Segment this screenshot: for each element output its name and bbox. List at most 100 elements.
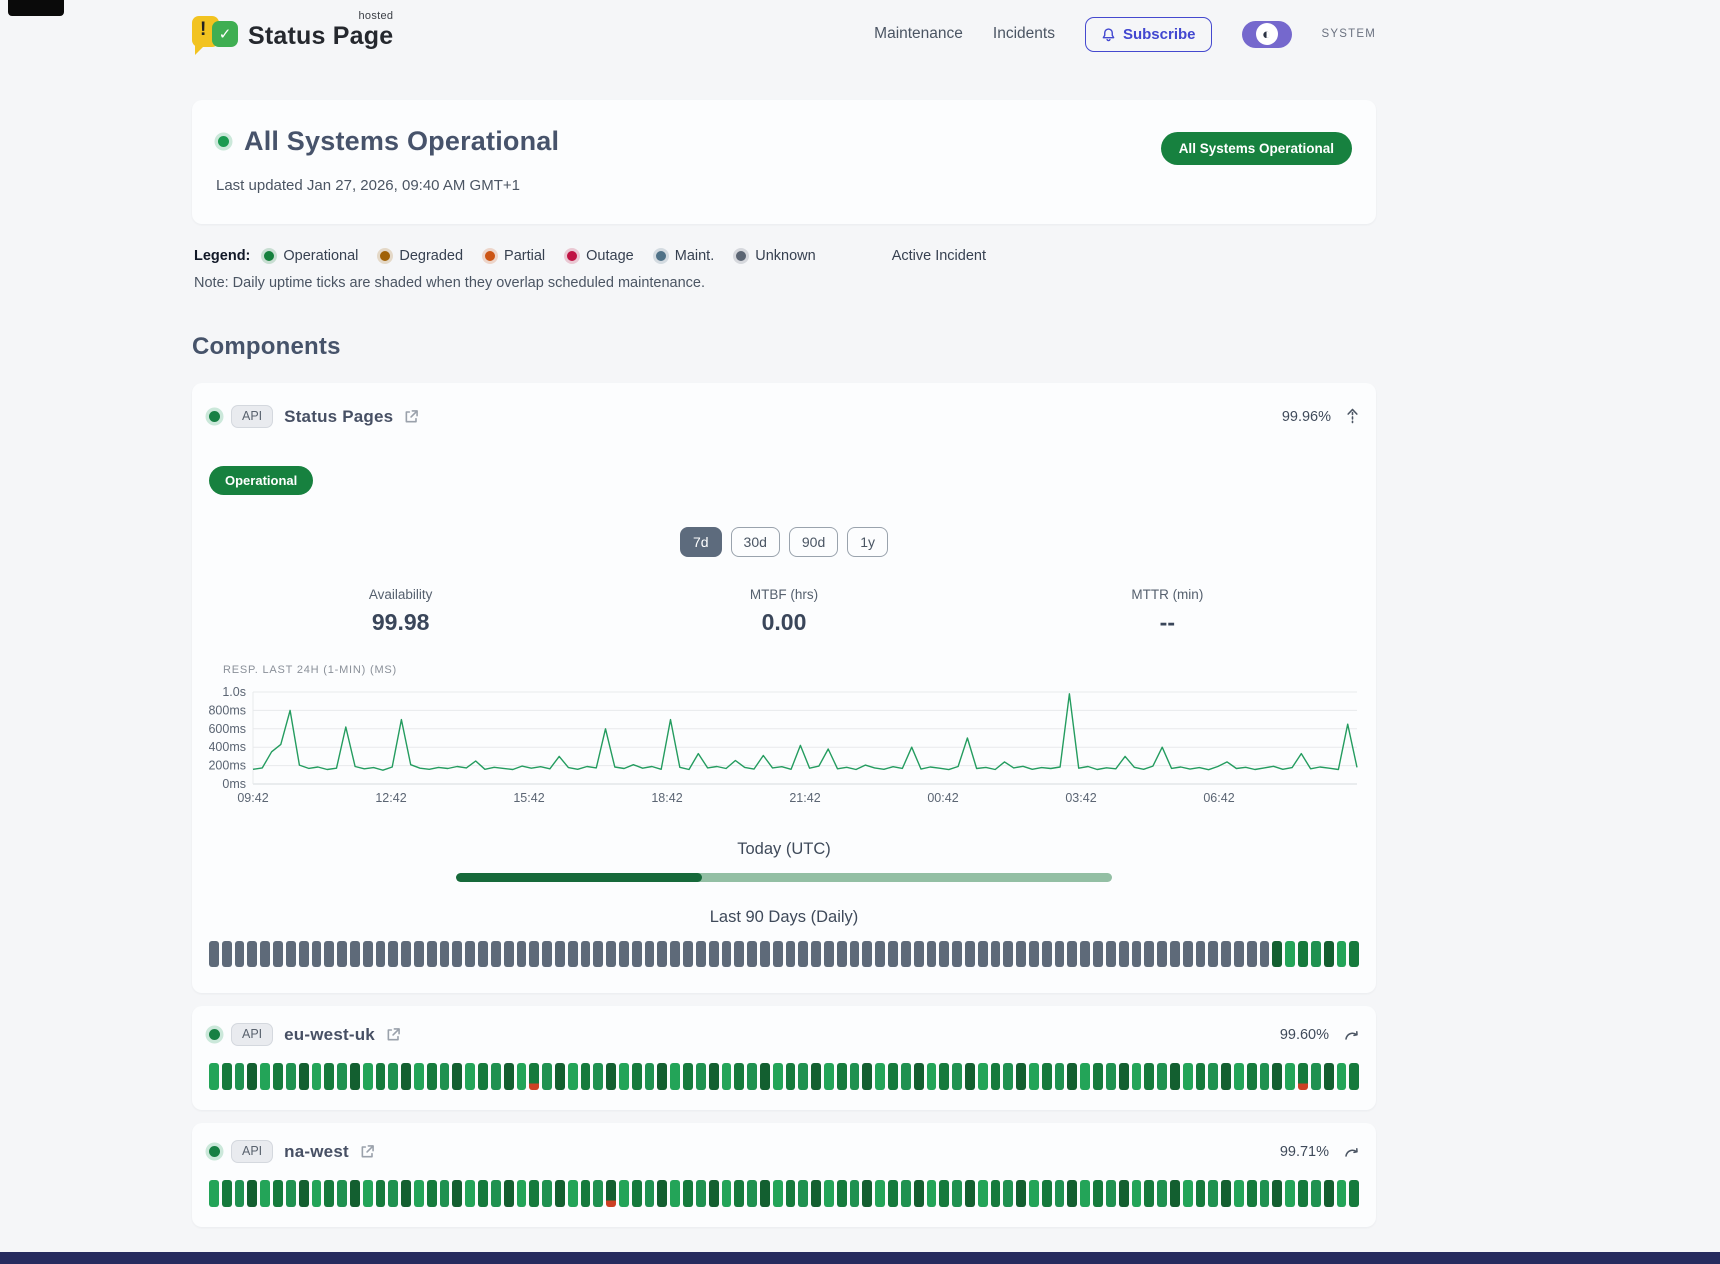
uptime-day-tick[interactable] <box>1323 1063 1334 1090</box>
uptime-day-tick[interactable] <box>1336 1180 1347 1207</box>
uptime-day-tick[interactable] <box>785 1180 796 1207</box>
theme-toggle[interactable]: ◐ <box>1241 20 1292 48</box>
uptime-day-tick[interactable] <box>490 1063 501 1090</box>
uptime-day-tick[interactable] <box>977 1180 988 1207</box>
uptime-day-tick[interactable] <box>1157 1063 1167 1090</box>
uptime-day-tick[interactable] <box>798 1180 809 1207</box>
uptime-day-tick[interactable] <box>670 941 681 967</box>
uptime-day-tick[interactable] <box>529 1063 540 1090</box>
uptime-day-tick[interactable] <box>298 1063 309 1090</box>
uptime-day-tick[interactable] <box>337 1063 347 1090</box>
uptime-day-tick[interactable] <box>836 941 847 967</box>
uptime-day-tick[interactable] <box>298 941 309 967</box>
uptime-day-tick[interactable] <box>1182 941 1193 967</box>
uptime-day-tick[interactable] <box>644 1180 655 1207</box>
uptime-day-tick[interactable] <box>657 1063 668 1090</box>
uptime-day-tick[interactable] <box>631 941 642 967</box>
uptime-day-tick[interactable] <box>734 941 745 967</box>
uptime-day-tick[interactable] <box>1169 1180 1180 1207</box>
uptime-day-tick[interactable] <box>798 1063 809 1090</box>
uptime-day-tick[interactable] <box>747 941 757 967</box>
uptime-day-tick[interactable] <box>1131 941 1142 967</box>
uptime-day-tick[interactable] <box>1118 941 1129 967</box>
uptime-day-tick[interactable] <box>1310 1180 1321 1207</box>
uptime-day-tick[interactable] <box>1182 1180 1193 1207</box>
uptime-day-tick[interactable] <box>913 1063 924 1090</box>
uptime-day-tick[interactable] <box>1041 1180 1052 1207</box>
uptime-day-tick[interactable] <box>298 1180 309 1207</box>
uptime-day-tick[interactable] <box>708 1180 719 1207</box>
uptime-day-tick[interactable] <box>1336 1063 1347 1090</box>
uptime-day-tick[interactable] <box>798 941 809 967</box>
uptime-day-tick[interactable] <box>1144 1063 1155 1090</box>
uptime-day-tick[interactable] <box>349 1180 360 1207</box>
uptime-day-tick[interactable] <box>849 941 860 967</box>
uptime-day-tick[interactable] <box>759 1063 770 1090</box>
uptime-day-tick[interactable] <box>952 1180 962 1207</box>
uptime-day-tick[interactable] <box>772 1063 783 1090</box>
uptime-day-tick[interactable] <box>977 1063 988 1090</box>
uptime-day-tick[interactable] <box>1272 1063 1283 1090</box>
uptime-day-tick[interactable] <box>939 1063 950 1090</box>
uptime-day-tick[interactable] <box>1157 1180 1167 1207</box>
uptime-day-tick[interactable] <box>849 1063 860 1090</box>
uptime-day-tick[interactable] <box>1259 941 1270 967</box>
uptime-day-tick[interactable] <box>362 1063 373 1090</box>
uptime-day-tick[interactable] <box>465 1180 476 1207</box>
uptime-day-tick[interactable] <box>1298 941 1308 967</box>
nav-incidents[interactable]: Incidents <box>992 25 1055 42</box>
uptime-day-tick[interactable] <box>683 1180 693 1207</box>
uptime-day-tick[interactable] <box>759 941 770 967</box>
uptime-day-tick[interactable] <box>388 1063 399 1090</box>
uptime-day-tick[interactable] <box>1054 941 1065 967</box>
uptime-day-tick[interactable] <box>1093 1063 1103 1090</box>
uptime-day-tick[interactable] <box>362 941 373 967</box>
uptime-day-tick[interactable] <box>1041 941 1052 967</box>
uptime-day-tick[interactable] <box>1259 1180 1270 1207</box>
uptime-day-tick[interactable] <box>1182 1063 1193 1090</box>
uptime-day-tick[interactable] <box>1221 941 1231 967</box>
uptime-day-tick[interactable] <box>221 1180 232 1207</box>
external-link-icon[interactable] <box>404 409 419 424</box>
uptime-day-tick[interactable] <box>593 1180 604 1207</box>
uptime-day-tick[interactable] <box>670 1063 681 1090</box>
uptime-day-tick[interactable] <box>747 1063 757 1090</box>
uptime-day-tick[interactable] <box>708 941 719 967</box>
uptime-day-tick[interactable] <box>1016 941 1026 967</box>
uptime-day-tick[interactable] <box>1349 1180 1360 1207</box>
uptime-day-tick[interactable] <box>311 1063 322 1090</box>
uptime-day-tick[interactable] <box>234 1063 245 1090</box>
uptime-day-tick[interactable] <box>439 941 450 967</box>
uptime-day-tick[interactable] <box>1003 1180 1014 1207</box>
uptime-day-tick[interactable] <box>478 941 488 967</box>
uptime-day-tick[interactable] <box>964 1063 975 1090</box>
uptime-day-tick[interactable] <box>349 1063 360 1090</box>
uptime-day-tick[interactable] <box>619 941 629 967</box>
uptime-day-tick[interactable] <box>888 1063 898 1090</box>
uptime-day-tick[interactable] <box>1080 1180 1091 1207</box>
uptime-day-tick[interactable] <box>1029 1180 1039 1207</box>
uptime-day-tick[interactable] <box>734 1180 745 1207</box>
uptime-day-tick[interactable] <box>1349 1063 1360 1090</box>
uptime-day-tick[interactable] <box>1234 1180 1244 1207</box>
range-button-30d[interactable]: 30d <box>730 527 780 557</box>
uptime-day-tick[interactable] <box>888 1180 898 1207</box>
uptime-day-tick[interactable] <box>606 941 616 967</box>
uptime-day-tick[interactable] <box>1221 1180 1231 1207</box>
uptime-day-tick[interactable] <box>721 941 732 967</box>
uptime-day-tick[interactable] <box>554 1180 565 1207</box>
uptime-day-tick[interactable] <box>1208 1180 1219 1207</box>
range-button-90d[interactable]: 90d <box>788 527 839 557</box>
uptime-day-tick[interactable] <box>644 1063 655 1090</box>
uptime-day-tick[interactable] <box>209 1063 219 1090</box>
uptime-day-tick[interactable] <box>1080 1063 1091 1090</box>
uptime-day-tick[interactable] <box>952 1063 962 1090</box>
uptime-day-tick[interactable] <box>580 941 591 967</box>
uptime-day-tick[interactable] <box>234 941 245 967</box>
uptime-day-tick[interactable] <box>926 1063 937 1090</box>
uptime-day-tick[interactable] <box>1041 1063 1052 1090</box>
uptime-day-tick[interactable] <box>1067 941 1078 967</box>
uptime-day-tick[interactable] <box>490 941 501 967</box>
uptime-day-tick[interactable] <box>414 1180 424 1207</box>
uptime-day-tick[interactable] <box>273 941 283 967</box>
